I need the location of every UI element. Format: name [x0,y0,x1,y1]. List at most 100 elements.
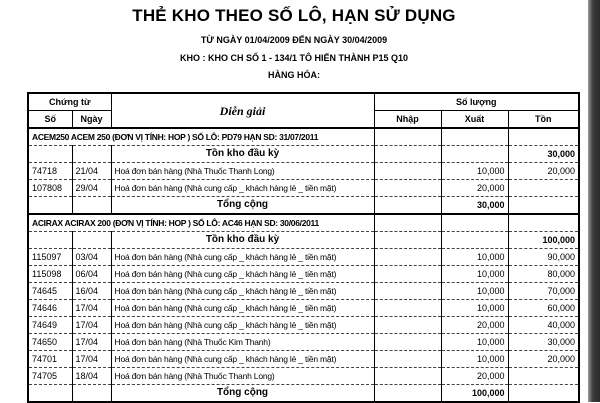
qty-out: 10,000 [440,265,509,283]
doc-date: 17/04 [71,299,112,317]
qty-in [373,179,442,197]
total-row: Tổng cộng 30,000 [27,196,580,215]
empty-cell [440,213,509,232]
qty-in [373,367,442,385]
opening-value: 100,000 [507,231,580,249]
doc-number: 74701 [27,350,73,368]
qty-in [373,350,442,368]
opening-value: 30,000 [507,145,580,163]
qty-in [373,248,442,266]
header-dien-giai: Diễn giải [110,92,375,129]
empty-cell [373,127,442,146]
qty-balance: 80,000 [507,265,580,283]
header-chung-tu: Chứng từ [27,92,112,111]
product-info: ACIRAX ACIRAX 200 (ĐƠN VỊ TÍNH: HOP ) SỐ… [27,213,375,232]
total-row: Tổng cộng 100,000 [27,384,580,403]
qty-balance: 40,000 [507,316,580,334]
date-range: TỪ NGÀY 01/04/2009 ĐẾN NGÀY 30/04/2009 [200,35,388,45]
doc-number: 115098 [27,265,73,283]
qty-balance: 90,000 [507,248,580,266]
empty-cell [71,231,112,249]
empty-cell [71,384,112,403]
empty-cell [373,231,442,249]
goods-label: HÀNG HÓA: [268,70,320,80]
empty-cell [507,213,580,232]
empty-cell [373,196,442,215]
qty-in [373,265,442,283]
empty-cell [27,196,73,215]
description: Hoá đơn bán hàng (Nhà Thuốc Thanh Long) [110,162,375,180]
qty-out: 20,000 [440,316,509,334]
opening-label: Tồn kho đầu kỳ [110,231,375,249]
doc-date: 17/04 [71,350,112,368]
qty-in [373,282,442,300]
qty-in [373,316,442,334]
qty-out: 10,000 [440,248,509,266]
window-edge [588,0,600,402]
product-group-header: ACIRAX ACIRAX 200 (ĐƠN VỊ TÍNH: HOP ) SỐ… [27,213,580,232]
stock-card-table: Chứng từ Diễn giải Số lượng Số Ngày Nhập… [27,92,581,403]
doc-date: 29/04 [71,179,112,197]
empty-cell [373,384,442,403]
description: Hoá đơn bán hàng (Nhà cung cấp _ khách h… [110,265,375,283]
description: Hoá đơn bán hàng (Nhà cung cấp _ khách h… [110,350,375,368]
empty-cell [71,145,112,163]
opening-balance-row: Tồn kho đầu kỳ 100,000 [27,231,580,249]
doc-date: 17/04 [71,333,112,351]
product-group-header: ACEM250 ACEM 250 (ĐƠN VỊ TÍNH: HOP ) SỐ … [27,127,580,146]
empty-cell [27,145,73,163]
description: Hoá đơn bán hàng (Nhà cung cấp _ khách h… [110,299,375,317]
qty-out: 10,000 [440,299,509,317]
qty-in [373,333,442,351]
header-ngay: Ngày [71,110,112,129]
table-row: 74718 21/04 Hoá đơn bán hàng (Nhà Thuốc Th… [27,162,580,180]
table-row: 74645 16/04 Hoá đơn bán hàng (Nhà cung cấp… [27,282,580,300]
qty-in [373,299,442,317]
doc-number: 74645 [27,282,73,300]
description: Hoá đơn bán hàng (Nhà cung cấp _ khách h… [110,316,375,334]
empty-cell [373,145,442,163]
table-row: 74646 17/04 Hoá đơn bán hàng (Nhà cung cấp… [27,299,580,317]
product-info: ACEM250 ACEM 250 (ĐƠN VỊ TÍNH: HOP ) SỐ … [27,127,375,146]
total-out: 30,000 [440,196,509,215]
total-label: Tổng cộng [110,384,375,403]
qty-out: 10,000 [440,333,509,351]
qty-balance: 60,000 [507,299,580,317]
qty-out: 10,000 [440,282,509,300]
total-label: Tổng cộng [110,196,375,215]
opening-balance-row: Tồn kho đầu kỳ 30,000 [27,145,580,163]
qty-balance: 30,000 [507,333,580,351]
doc-date: 06/04 [71,265,112,283]
qty-balance [507,367,580,385]
table-row: 115097 03/04 Hoá đơn bán hàng (Nhà cung cấ… [27,248,580,266]
qty-balance: 20,000 [507,162,580,180]
doc-date: 16/04 [71,282,112,300]
empty-cell [440,231,509,249]
empty-cell [440,127,509,146]
table-row: 107808 29/04 Hoá đơn bán hàng (Nhà cung cấ… [27,179,580,197]
doc-date: 21/04 [71,162,112,180]
qty-out: 20,000 [440,367,509,385]
doc-number: 74718 [27,162,73,180]
empty-cell [71,196,112,215]
qty-out: 20,000 [440,179,509,197]
table-row: 74701 17/04 Hoá đơn bán hàng (Nhà cung cấp… [27,350,580,368]
header-nhap: Nhập [373,110,442,129]
empty-cell [27,384,73,403]
table-row: 74650 17/04 Hoá đơn bán hàng (Nhà Thuốc Ki… [27,333,580,351]
doc-date: 17/04 [71,316,112,334]
qty-out: 10,000 [440,162,509,180]
doc-number: 74650 [27,333,73,351]
total-out: 100,000 [440,384,509,403]
description: Hoá đơn bán hàng (Nhà cung cấp _ khách h… [110,179,375,197]
doc-date: 18/04 [71,367,112,385]
report-title: THẺ KHO THEO SỐ LÔ, HẠN SỬ DỤNG [132,6,456,25]
doc-number: 74646 [27,299,73,317]
opening-label: Tồn kho đầu kỳ [110,145,375,163]
doc-date: 03/04 [71,248,112,266]
empty-cell [507,127,580,146]
empty-cell [507,196,580,215]
warehouse: KHO : KHO CH SỐ 1 - 134/1 TÔ HIẾN THÀNH … [179,53,409,63]
qty-balance: 70,000 [507,282,580,300]
header-so-luong: Số lượng [373,92,580,111]
